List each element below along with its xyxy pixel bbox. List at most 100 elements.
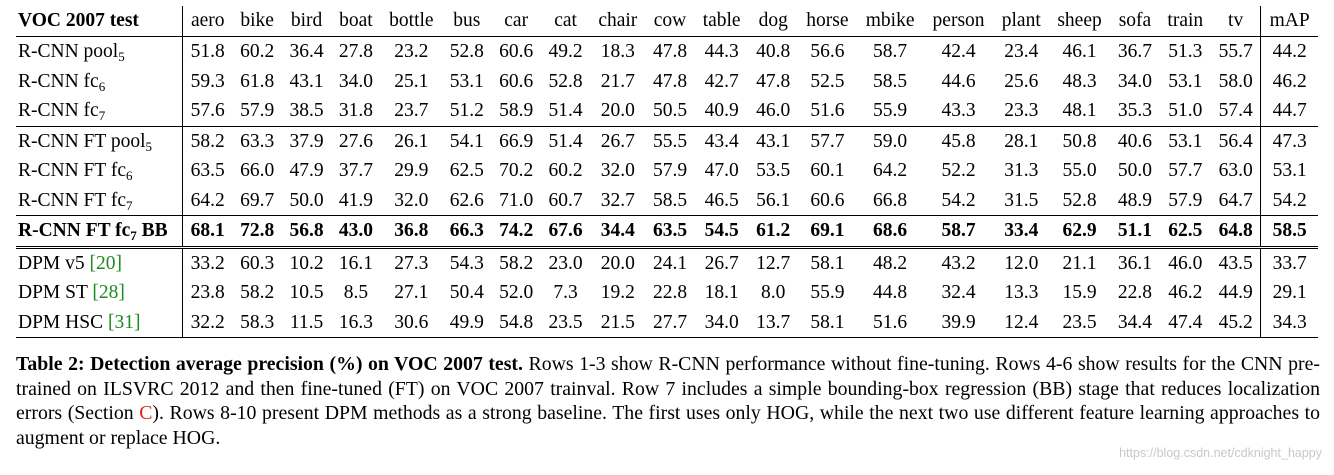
ap-cell: 13.7	[748, 307, 798, 338]
map-cell: 54.2	[1260, 185, 1318, 216]
ap-cell: 52.2	[941, 160, 976, 181]
ap-cell: 58.5	[873, 70, 908, 92]
col-header: car	[491, 6, 541, 37]
ap-cell: 56.4	[1210, 125, 1261, 156]
method-label: R-CNN fc	[18, 70, 99, 92]
ap-cell: 51.8	[182, 36, 233, 67]
map-cell: 34.3	[1260, 307, 1318, 338]
ap-cell: 43.1	[748, 125, 798, 156]
col-header-map: mAP	[1260, 6, 1318, 37]
ap-cell: 57.6	[190, 100, 225, 121]
watermark: https://blog.csdn.net/cdknight_happy	[1119, 446, 1322, 460]
ap-cell: 13.3	[1004, 282, 1039, 303]
method-label: DPM ST	[18, 282, 93, 303]
method-layer-subscript: 7	[130, 228, 137, 243]
caption-text-part1: Rows 1-3 show R-CNN performance without …	[16, 353, 1320, 424]
ap-cell: 21.7	[600, 70, 635, 92]
map-cell: 33.7	[1260, 245, 1318, 278]
ap-cell: 35.3	[1117, 100, 1152, 121]
ap-cell: 22.8	[652, 282, 688, 303]
ap-cell: 47.8	[645, 36, 695, 67]
ap-cell: 23.0	[540, 245, 591, 278]
ap-cell: 38.5	[289, 100, 324, 121]
ap-cell: 59.0	[856, 125, 924, 156]
ap-cell: 48.9	[1117, 189, 1152, 211]
ap-cell: 60.6	[499, 70, 534, 92]
col-header: dog	[748, 6, 798, 37]
method-name: R-CNN pool5	[16, 36, 183, 67]
ap-cell: 47.4	[1159, 307, 1211, 338]
ap-cell: 64.2	[873, 160, 908, 181]
ap-cell: 23.5	[540, 307, 591, 338]
col-header: sofa	[1110, 6, 1160, 37]
ap-cell: 56.8	[281, 215, 332, 247]
ap-cell: 57.7	[1168, 160, 1203, 181]
ap-cell: 47.9	[289, 160, 324, 181]
ap-cell: 72.8	[232, 215, 282, 247]
ap-cell: 34.4	[590, 215, 646, 247]
ap-cell: 22.8	[1117, 282, 1152, 303]
method-label: R-CNN pool	[18, 41, 119, 62]
ap-cell: 23.5	[1048, 307, 1111, 338]
ap-cell: 56.1	[756, 189, 791, 211]
ap-cell: 12.0	[993, 245, 1049, 278]
method-name: R-CNN FT fc7	[16, 185, 183, 216]
ap-cell: 57.4	[1218, 100, 1253, 121]
ap-cell: 53.1	[1168, 70, 1203, 92]
ap-cell: 51.2	[449, 100, 484, 121]
ap-cell: 74.2	[491, 215, 541, 247]
ap-cell: 30.6	[380, 307, 443, 338]
ap-cell: 32.0	[600, 160, 635, 181]
ap-cell: 36.7	[1110, 36, 1160, 67]
ap-cell: 23.7	[394, 100, 429, 121]
ap-cell: 54.8	[491, 307, 541, 338]
citation-link[interactable]: [31]	[107, 311, 141, 333]
ap-cell: 52.8	[442, 36, 492, 67]
ap-cell: 20.0	[590, 245, 646, 278]
ap-cell: 26.7	[694, 245, 749, 278]
method-label: R-CNN FT fc	[18, 189, 126, 211]
section-reference-link[interactable]: C	[139, 402, 153, 424]
ap-cell: 64.2	[190, 189, 225, 211]
col-header: plant	[993, 6, 1049, 37]
ap-cell: 23.3	[1004, 100, 1039, 121]
caption-text-part2: ). Rows 8-10 present DPM methods as a st…	[16, 402, 1320, 449]
ap-cell: 57.9	[240, 100, 275, 121]
table-row: R-CNN fc7 57.6 57.9 38.5 31.8 23.7 51.2 58.9 51.…	[16, 96, 1318, 126]
table-caption: Table 2: Detection average precision (%)…	[16, 352, 1320, 450]
ap-cell: 55.0	[1062, 160, 1097, 181]
method-name: R-CNN fc7	[16, 96, 183, 126]
ap-cell: 68.6	[856, 215, 924, 247]
ap-cell: 46.0	[1159, 245, 1211, 278]
ap-cell: 57.9	[652, 160, 688, 181]
ap-cell: 57.9	[1168, 189, 1203, 211]
ap-cell: 60.2	[232, 36, 282, 67]
col-header: chair	[590, 6, 646, 37]
ap-cell: 58.9	[499, 100, 534, 121]
ap-cell: 32.0	[394, 189, 429, 211]
table-row: R-CNN FT fc6 63.5 66.0 47.9 37.7 29.9 62.5 70.2…	[16, 156, 1318, 186]
ap-cell: 26.7	[590, 125, 646, 156]
ap-cell: 47.8	[756, 70, 791, 92]
ap-cell: 43.5	[1210, 245, 1261, 278]
ap-cell: 51.1	[1110, 215, 1160, 247]
ap-cell: 44.3	[694, 36, 749, 67]
method-suffix: BB	[136, 220, 168, 241]
ap-cell: 68.1	[182, 215, 233, 247]
ap-cell: 23.8	[190, 282, 225, 303]
col-header: table	[694, 6, 749, 37]
col-header: train	[1159, 6, 1211, 37]
citation-link[interactable]: [20]	[89, 252, 123, 274]
ap-cell: 39.9	[923, 307, 994, 338]
ap-cell: 36.8	[380, 215, 443, 247]
ap-cell: 44.6	[941, 70, 976, 92]
ap-cell: 41.9	[338, 189, 373, 211]
ap-cell: 8.0	[761, 282, 786, 303]
ap-cell: 8.5	[343, 282, 369, 303]
ap-cell: 48.2	[856, 245, 924, 278]
ap-cell: 58.1	[797, 245, 857, 278]
citation-link[interactable]: [28]	[92, 282, 125, 303]
ap-cell: 36.4	[281, 36, 332, 67]
ap-cell: 15.9	[1062, 282, 1097, 303]
ap-cell: 44.9	[1218, 282, 1253, 303]
